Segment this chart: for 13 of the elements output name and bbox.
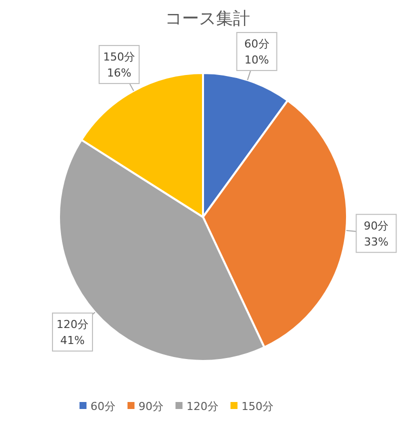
slice-label: 60分	[244, 38, 270, 51]
slice-label: 90分	[364, 219, 389, 232]
data-label: 10%	[244, 54, 269, 67]
legend-label: 90分	[138, 400, 164, 413]
data-label: 33%	[364, 235, 388, 248]
legend-label: 60分	[90, 400, 116, 413]
slice-label: 120分	[56, 318, 88, 332]
slice-label: 150分	[103, 50, 136, 64]
legend-label: 150分	[242, 400, 274, 413]
chart-title: コース集計	[165, 9, 250, 29]
data-label: 41%	[60, 334, 85, 348]
legend-label: 120分	[186, 400, 218, 413]
data-label: 16%	[106, 66, 132, 80]
